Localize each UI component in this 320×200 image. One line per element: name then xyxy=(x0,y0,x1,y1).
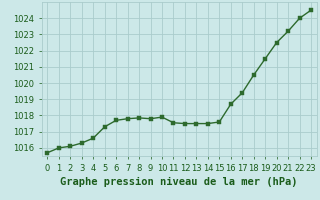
X-axis label: Graphe pression niveau de la mer (hPa): Graphe pression niveau de la mer (hPa) xyxy=(60,177,298,187)
